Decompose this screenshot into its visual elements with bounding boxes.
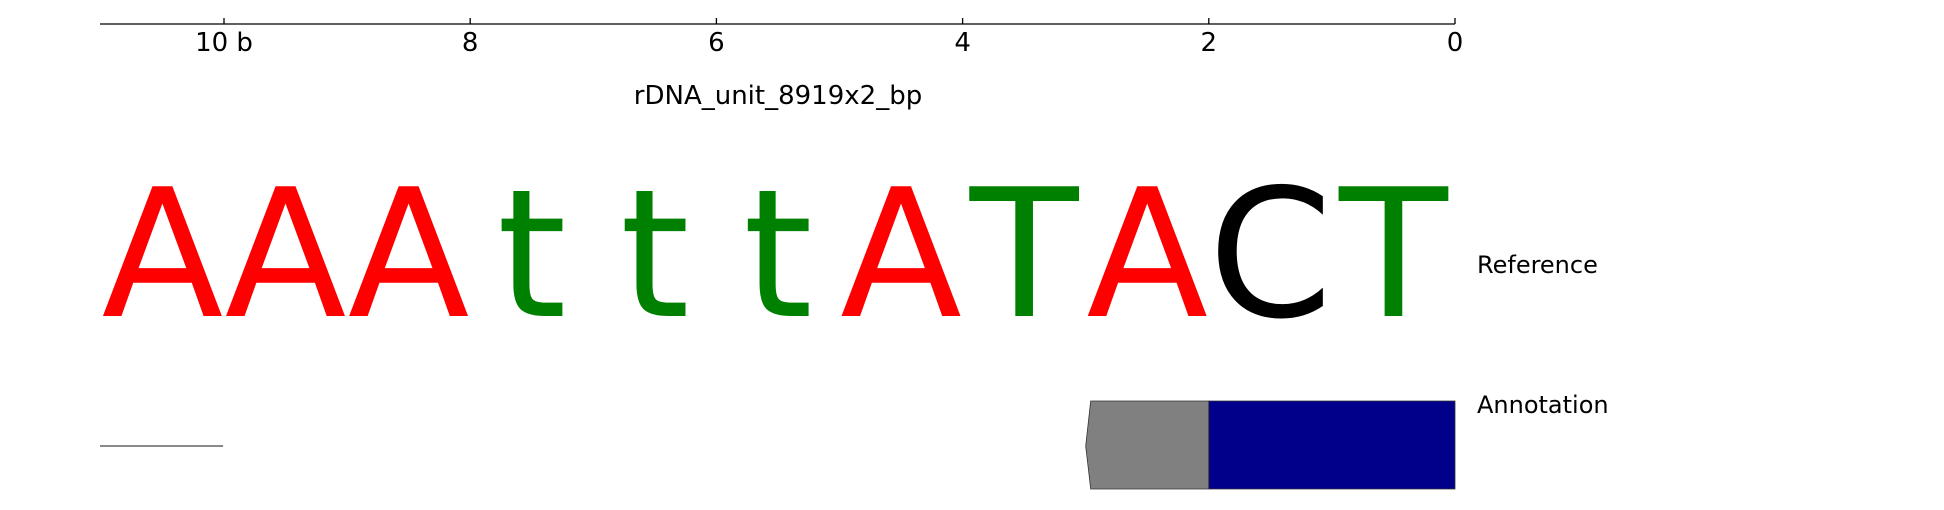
reference-base: A [225,151,347,358]
position-ruler: 10 b 8 6 4 2 0 rDNA_unit_8919x2_bp [100,18,1463,111]
reference-base: A [840,151,962,358]
ruler-tick-label: 8 [462,28,479,58]
annotation-features [1085,400,1456,490]
ruler-tick-label: 2 [1201,28,1218,58]
reference-base: C [1208,151,1332,358]
ruler-tick-label: 0 [1447,28,1464,58]
contig-name-label: rDNA_unit_8919x2_bp [634,81,922,111]
reference-base: T [1338,151,1449,358]
ruler-tick-label: 10 b [195,28,253,58]
reference-base: t [620,151,690,358]
reference-base: A [1086,151,1208,358]
ruler-tick-label: 4 [954,28,971,58]
reference-base: t [497,151,567,358]
ruler-tick-label: 6 [708,28,725,58]
reference-base: A [102,151,224,358]
reference-base: t [743,151,813,358]
feature-block [1208,400,1456,490]
reference-track-label: Reference [1477,251,1598,279]
reference-base: T [969,151,1080,358]
reference-base: A [348,151,470,358]
ruler-ticks: 10 b 8 6 4 2 0 [195,18,1463,58]
annotation-track-label: Annotation [1477,391,1609,419]
annotation-track [100,400,1456,490]
feature-arrow-left [1085,400,1210,490]
